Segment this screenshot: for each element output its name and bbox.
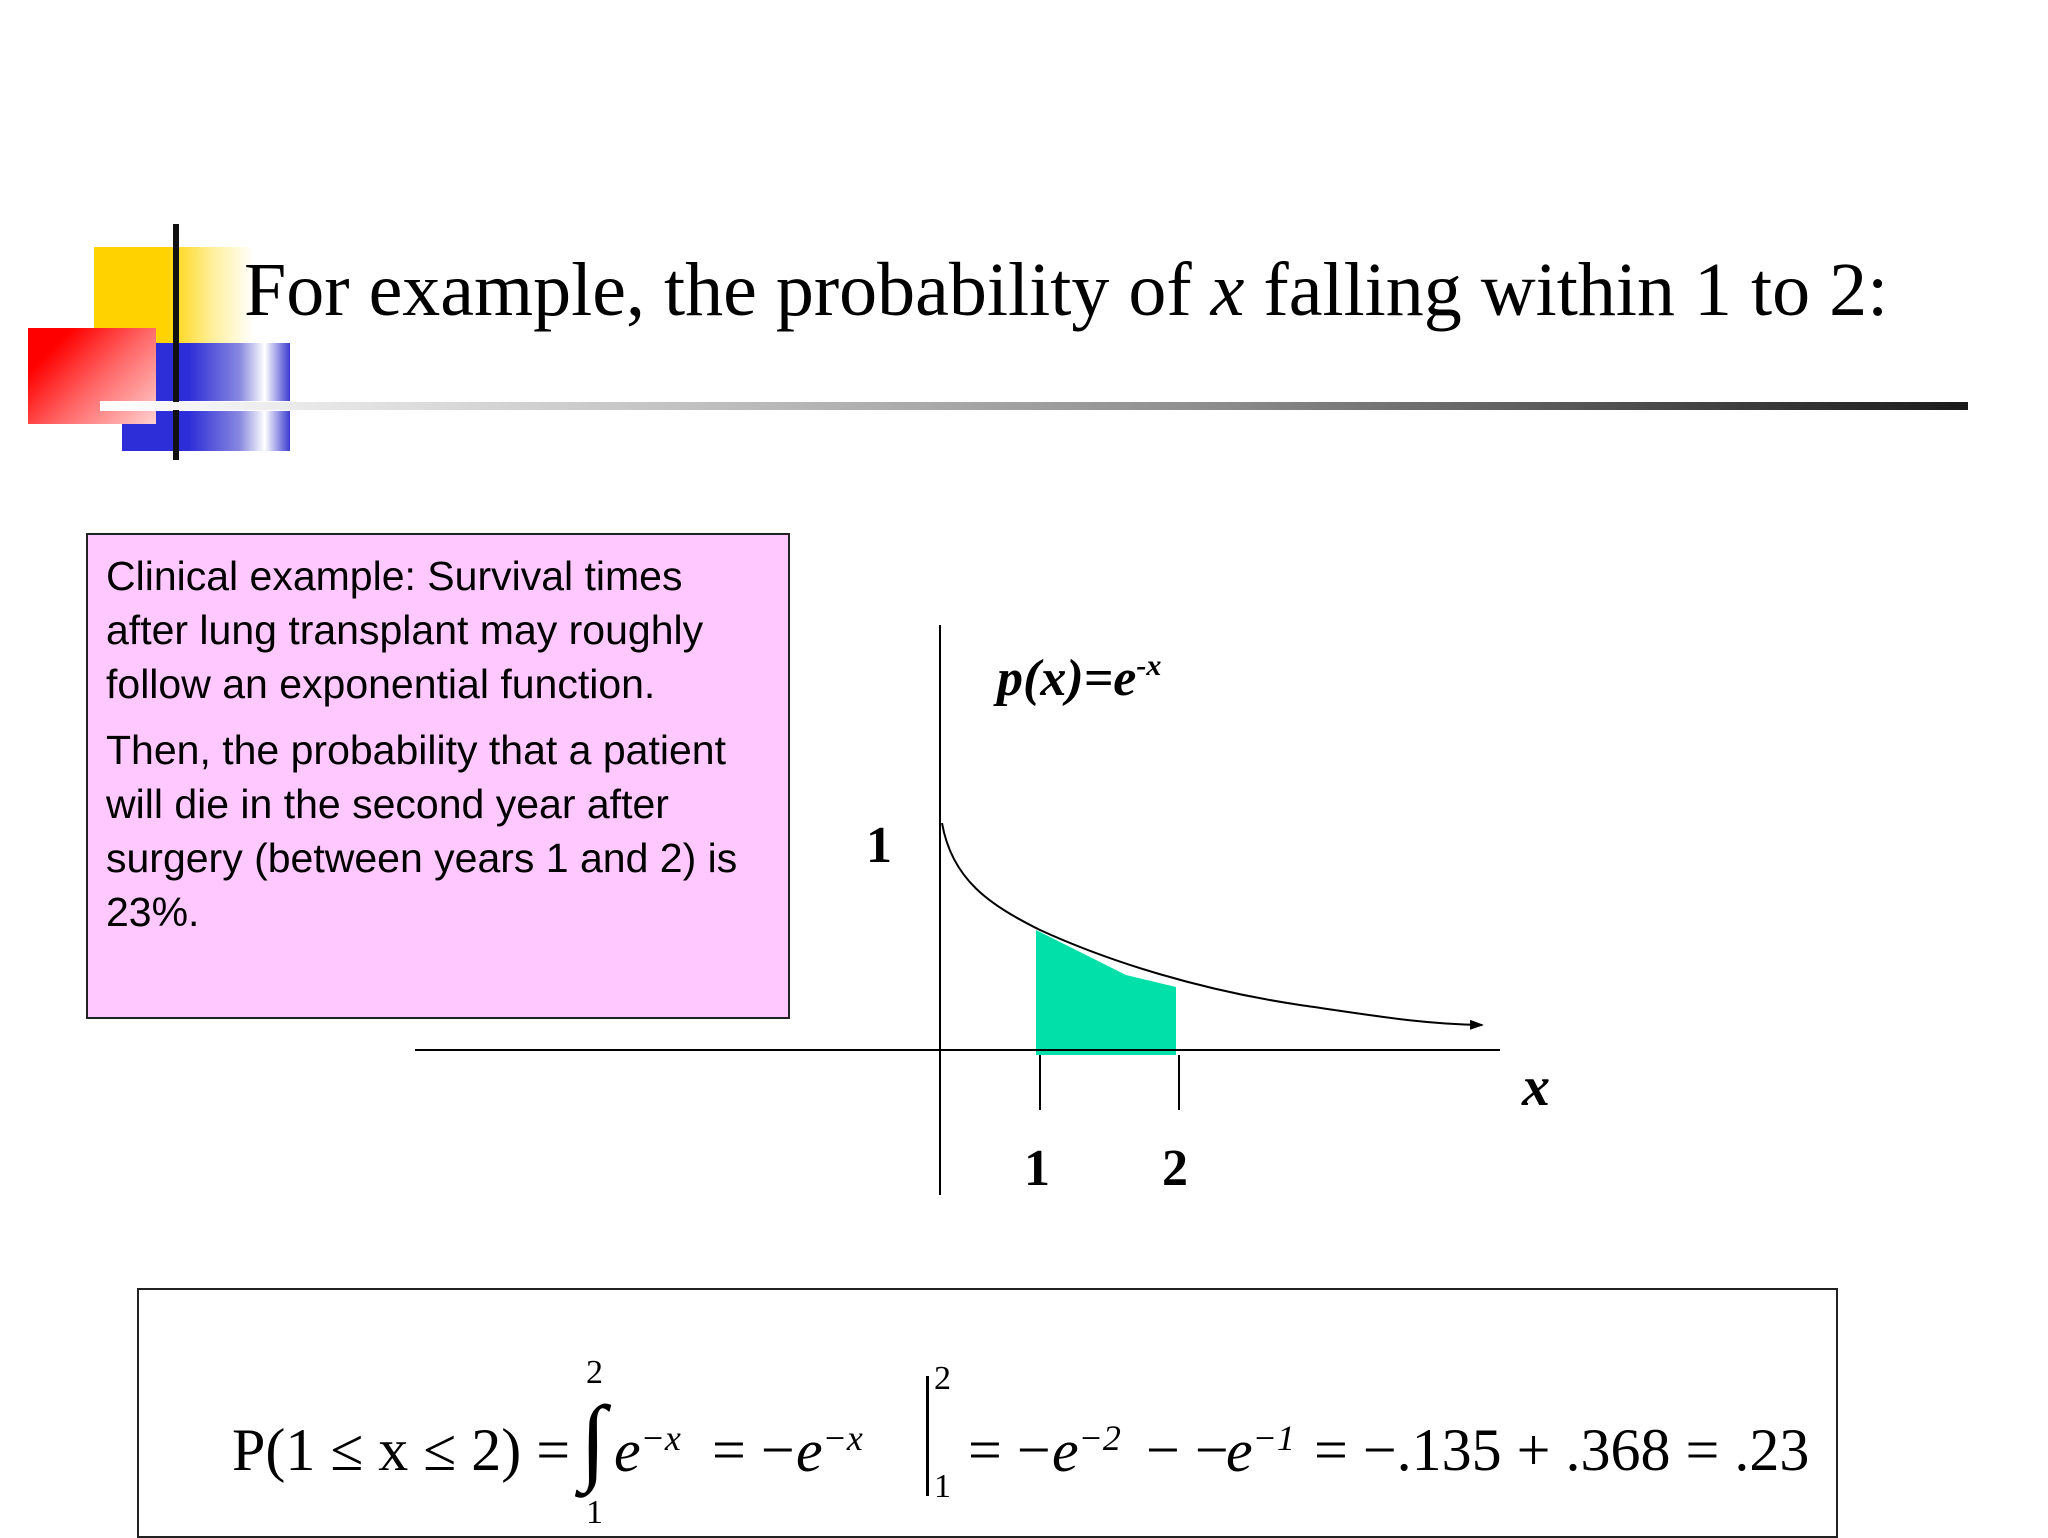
clinical-note-box: Clinical example: Survival times after l… xyxy=(86,533,790,1019)
eval-upper-limit: 2 xyxy=(934,1360,951,1397)
integral-upper-limit: 2 xyxy=(586,1354,603,1391)
decay-curve xyxy=(941,822,1484,1030)
slide-title: For example, the probability of x fallin… xyxy=(244,248,1889,332)
y-tick-label-1: 1 xyxy=(866,817,892,874)
x-axis-label: x xyxy=(1521,1056,1550,1118)
shaded-area xyxy=(1036,930,1176,1055)
x-tick-label-2: 2 xyxy=(1162,1140,1188,1197)
note-paragraph-2: Then, the probability that a patient wil… xyxy=(106,727,738,935)
note-paragraph-1: Clinical example: Survival times after l… xyxy=(106,553,704,707)
integrand: e−x xyxy=(614,1418,681,1484)
function-label: p(x)=e-x xyxy=(993,649,1161,707)
antiderivative: e−x xyxy=(796,1418,863,1484)
formula-lhs: P(1 ≤ x ≤ 2) = xyxy=(232,1417,571,1483)
formula-equals-2: = − xyxy=(968,1417,1051,1483)
formula-box xyxy=(137,1288,1838,1538)
x-tick-label-1: 1 xyxy=(1024,1140,1050,1197)
formula-minus-minus: − − xyxy=(1146,1417,1229,1483)
formula-equals-1: = − xyxy=(712,1417,795,1483)
integral-sign: ∫ xyxy=(580,1386,607,1493)
term-e-minus-1: e−1 xyxy=(1226,1418,1295,1484)
decor-vertical-line xyxy=(173,224,179,460)
evaluation-bar xyxy=(926,1376,929,1496)
formula-result: = −.135 + .368 = .23 xyxy=(1314,1417,1810,1483)
term-e-minus-2: e−2 xyxy=(1052,1418,1121,1484)
integral-lower-limit: 1 xyxy=(586,1494,603,1531)
eval-lower-limit: 1 xyxy=(934,1468,951,1505)
title-underline xyxy=(100,402,1968,410)
